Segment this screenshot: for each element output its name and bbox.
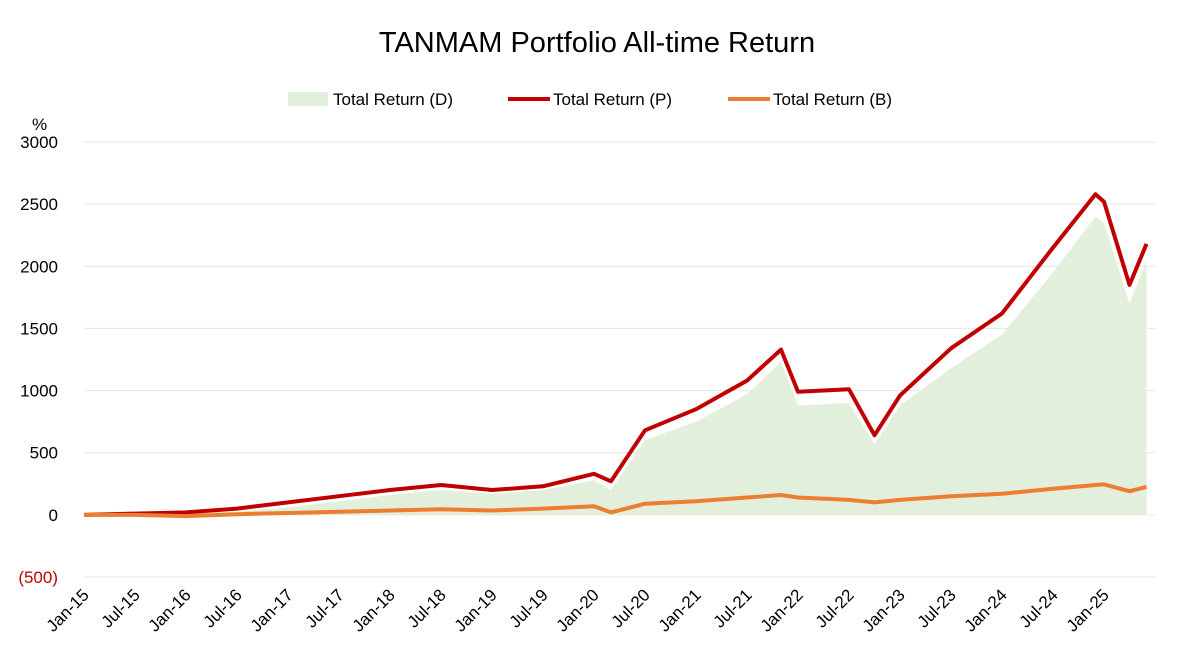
x-tick-label: Jan-25 [1063,585,1113,635]
y-tick-label: 500 [30,444,58,463]
y-tick-label: 3000 [20,133,58,152]
legend-label: Total Return (D) [333,90,453,109]
x-tick-label: Jan-15 [43,585,93,635]
series-line-b [84,482,1147,519]
x-tick-label: Jul-18 [404,585,450,631]
chart-title: TANMAM Portfolio All-time Return [379,27,815,59]
x-tick-label: Jul-24 [1016,585,1062,631]
y-axis-ticks: 3000 2500 2000 1500 1000 500 0 (500) [18,133,58,587]
series-line-p [83,192,1149,517]
x-tick-label: Jan-18 [349,585,399,635]
x-axis-ticks: Jan-15 Jul-15 Jan-16 Jul-16 Jan-17 Jul-17 Jan-… [43,585,1113,635]
legend-label: Total Return (B) [773,90,892,109]
y-tick-label: 2000 [20,257,58,276]
x-tick-label: Jan-17 [247,585,297,635]
plot-area [83,192,1149,519]
x-tick-label: Jan-22 [757,585,807,635]
x-tick-label: Jul-16 [200,585,246,631]
x-tick-label: Jul-15 [98,585,144,631]
legend-label: Total Return (P) [553,90,672,109]
y-tick-label: 0 [49,506,58,525]
x-tick-label: Jan-20 [553,585,603,635]
legend-swatch-area [288,92,328,106]
series-area-d [84,216,1147,515]
x-tick-label: Jul-19 [506,585,552,631]
x-tick-label: Jan-24 [961,585,1011,635]
y-unit-label: % [32,115,47,134]
x-tick-label: Jan-23 [859,585,909,635]
x-tick-label: Jul-20 [608,585,654,631]
y-tick-label: 1500 [20,319,58,338]
y-tick-label: 2500 [20,195,58,214]
x-tick-label: Jul-17 [302,585,348,631]
x-tick-label: Jul-21 [710,585,756,631]
x-tick-label: Jan-19 [451,585,501,635]
x-tick-label: Jul-23 [914,585,960,631]
y-tick-label: 1000 [20,382,58,401]
x-tick-label: Jan-21 [655,585,705,635]
legend: Total Return (D) Total Return (P) Total Re… [288,90,892,109]
y-tick-label: (500) [18,568,58,587]
x-tick-label: Jul-22 [812,585,858,631]
x-tick-label: Jan-16 [145,585,195,635]
